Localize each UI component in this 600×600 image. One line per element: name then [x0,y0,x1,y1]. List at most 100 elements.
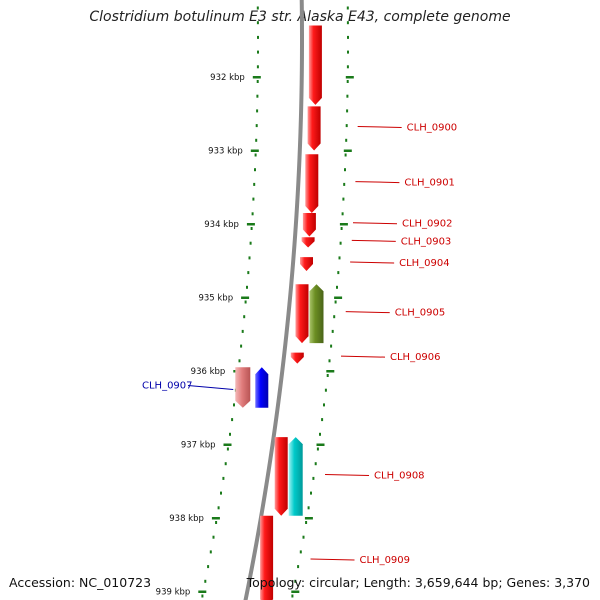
tick-track-right-dot [321,418,324,422]
tick-track-right-dot [316,447,319,451]
tick-track-left-dot [220,491,222,495]
tick-track-left-dot [201,594,204,598]
tick-track-right-dot [333,315,336,319]
tick-track-right-dot [345,124,348,128]
tick-track-left-dot [254,168,256,172]
tick-track-right-dot [310,491,312,495]
gene-label-leader [357,125,402,128]
ruler-tick-right [334,296,343,299]
ruler-label: 932 kbp [210,73,245,83]
gene-label-leader [350,261,395,264]
backbone-line [243,0,304,600]
gene-label[interactable]: CLH_0905 [395,308,446,319]
ruler-label: 939 kbp [156,588,191,598]
gene-arrow[interactable] [302,213,316,237]
tick-track-right-dot [336,285,338,289]
tick-track-left-dot [256,109,259,113]
gene-label-leader [345,311,390,314]
gene-arrow[interactable] [300,257,313,271]
gene-arrow[interactable] [260,515,274,600]
tick-track-left-dot [256,6,259,10]
tick-track-left-dot [238,359,241,363]
gene-label[interactable]: CLH_0900 [407,122,458,133]
ruler-tick-left [241,296,250,299]
gene-label[interactable]: CLH_0907 [142,381,193,392]
gene-arrow[interactable] [295,284,309,344]
ruler-tick-right [291,590,300,593]
tick-track-right-dot [294,579,297,583]
gene-label[interactable]: CLH_0904 [399,258,450,269]
ruler-tick-left [250,149,259,152]
tick-track-left-dot [244,300,247,304]
tick-track-right-dot [345,138,348,142]
tick-track-left-dot [224,462,227,466]
gene-arrow[interactable] [308,25,322,105]
gene-label[interactable]: CLH_0901 [404,178,455,189]
gene-label[interactable]: CLH_0903 [401,236,452,247]
tick-track-left-dot [231,418,234,422]
tick-track-right-dot [314,462,317,466]
tick-track-right-dot [337,271,340,275]
gene-arrow[interactable] [309,284,324,344]
gene-arrow[interactable] [274,437,288,516]
tick-track-left-dot [247,271,250,275]
gene-label-leader [325,473,370,476]
tick-track-left-dot [207,565,210,569]
tick-track-left-dot [212,535,215,539]
gene-label-leader [310,558,355,561]
ruler-label: 933 kbp [208,147,243,157]
gene-label[interactable]: CLH_0909 [360,555,411,566]
tick-track-right-dot [326,374,329,377]
ruler-label: 936 kbp [191,367,226,377]
tick-track-right-dot [343,182,346,186]
tick-track-left-dot [250,227,253,230]
tick-track-left-dot [257,35,259,39]
tick-track-right-dot [346,6,349,10]
tick-track-right-dot [346,65,349,69]
tick-track-left-dot [241,329,244,333]
tick-track-left-dot [246,285,248,289]
gene-arrow[interactable] [288,437,303,516]
gene-arrow[interactable] [235,367,251,408]
ruler-label: 934 kbp [204,220,239,230]
ruler-tick-left [246,223,255,226]
gene-label-leader [355,181,400,184]
gene-arrow[interactable] [305,154,319,213]
tick-track-left-dot [251,212,254,216]
tick-track-left-dot [257,50,259,54]
tick-track-right-dot [302,535,305,539]
gene-arrow[interactable] [301,237,315,248]
gene-label-leader [187,385,234,391]
accession-text: Accession: NC_010723 [9,575,152,590]
tick-track-right-dot [346,109,349,113]
gene-label-leader [351,239,396,242]
ruler-tick-right [326,370,335,373]
gene-arrow[interactable] [307,106,321,151]
tick-track-right-dot [328,359,331,363]
tick-track-left-dot [256,21,259,25]
tick-track-right-dot [346,21,349,25]
gene-label[interactable]: CLH_0908 [374,470,425,481]
tick-track-left-dot [253,182,256,186]
gene-arrow[interactable] [255,367,269,408]
tick-track-right-dot [339,241,342,245]
gene-label[interactable]: CLH_0906 [390,352,441,363]
tick-track-right-dot [323,403,325,407]
gene-label-leader [352,222,398,225]
ruler-tick-right [345,76,354,79]
topology-text: Topology: circular; Length: 3,659,644 bp… [246,575,590,590]
ruler-tick-left [211,517,220,520]
tick-track-left-dot [243,315,246,319]
ruler-label: 937 kbp [181,441,216,451]
tick-track-right-dot [319,432,321,436]
gene-label[interactable]: CLH_0902 [402,219,453,230]
tick-track-left-dot [222,476,225,480]
ruler-tick-right [304,517,313,520]
ruler-tick-right [316,443,325,446]
tick-track-right-dot [330,344,333,348]
ruler: 932 kbp 933 kbp 934 kbp 935 kbp 936 kbp 937 k… [156,73,354,598]
tick-track-right-dot [331,329,334,333]
gene-arrow[interactable] [290,352,304,364]
tick-track-left-dot [229,432,231,436]
